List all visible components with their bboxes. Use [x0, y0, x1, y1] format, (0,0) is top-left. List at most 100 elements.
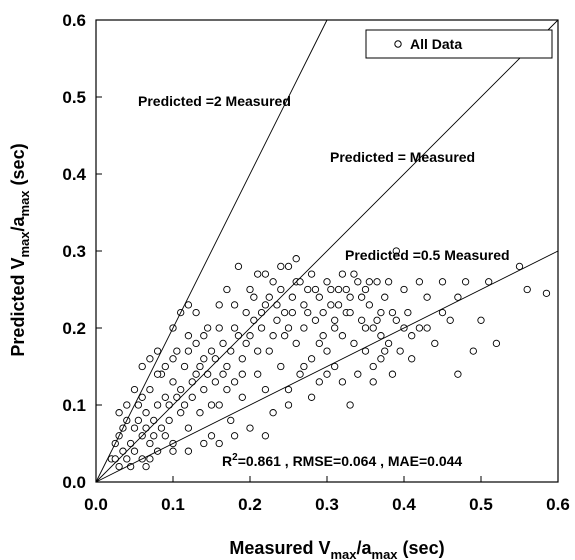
data-point: [211, 378, 220, 386]
data-point: [246, 285, 254, 294]
data-point: [138, 393, 146, 401]
data-point: [431, 339, 439, 348]
data-point: [211, 355, 220, 363]
data-point: [277, 362, 285, 371]
data-point: [130, 424, 139, 432]
data-point: [361, 347, 370, 355]
data-point: [184, 301, 193, 309]
y-tick-label: 0.2: [62, 319, 86, 338]
data-point: [142, 462, 150, 471]
data-point: [284, 324, 293, 332]
data-point: [146, 455, 154, 463]
data-point: [307, 393, 316, 401]
data-point: [338, 378, 347, 386]
data-point: [134, 401, 143, 409]
data-point: [234, 332, 243, 340]
data-point: [150, 416, 158, 425]
data-point: [454, 370, 462, 378]
data-point: [307, 270, 316, 278]
data-point: [327, 301, 335, 309]
data-point: [273, 316, 281, 324]
data-point: [192, 308, 200, 317]
data-point: [142, 409, 150, 417]
data-point: [300, 301, 308, 309]
data-points: [107, 247, 551, 471]
data-point: [469, 347, 477, 355]
data-point: [238, 355, 246, 363]
reference-line-2: [95, 250, 559, 483]
data-point: [408, 355, 416, 363]
data-point: [207, 347, 216, 355]
data-point: [130, 447, 139, 455]
data-point: [350, 270, 358, 278]
data-point: [177, 385, 185, 394]
data-point: [485, 278, 493, 286]
data-point: [280, 332, 289, 340]
x-tick-label: 0.5: [469, 495, 493, 514]
data-point: [227, 347, 235, 355]
data-point: [169, 378, 177, 386]
data-point: [254, 347, 262, 355]
data-point: [261, 432, 270, 440]
data-point: [234, 262, 243, 271]
data-point: [304, 285, 312, 294]
ref-label-half: Predicted =0.5 Measured: [345, 247, 510, 263]
data-point: [342, 285, 350, 294]
data-point: [146, 355, 154, 363]
data-point: [223, 385, 231, 394]
data-point: [215, 439, 223, 448]
x-axis-title: Measured Vmax/amax (sec): [229, 538, 444, 560]
data-point: [130, 385, 139, 394]
data-point: [215, 401, 223, 409]
data-point: [331, 324, 339, 332]
x-tick-label: 0.6: [546, 495, 570, 514]
data-point: [111, 455, 119, 463]
data-point: [361, 324, 370, 332]
data-point: [423, 324, 431, 332]
data-point: [238, 393, 246, 401]
data-point: [377, 355, 385, 363]
data-point: [288, 293, 296, 301]
ref-label-2x: Predicted =2 Measured: [138, 93, 291, 109]
data-point: [269, 332, 277, 340]
data-point: [200, 355, 208, 363]
data-point: [292, 255, 300, 263]
data-point: [357, 316, 366, 324]
data-point: [115, 409, 123, 417]
data-point: [311, 285, 320, 294]
data-point: [200, 385, 208, 394]
data-point: [142, 424, 150, 432]
data-point: [346, 401, 354, 409]
data-point: [404, 308, 412, 317]
x-tick-label: 0.3: [315, 495, 339, 514]
data-point: [315, 378, 323, 386]
data-point: [161, 393, 169, 401]
data-point: [454, 293, 462, 301]
data-point: [284, 262, 293, 271]
ref-label-1x: Predicted = Measured: [330, 149, 475, 165]
data-point: [408, 332, 416, 340]
data-point: [296, 370, 304, 378]
data-point: [323, 370, 331, 378]
data-point: [400, 285, 408, 294]
data-point: [153, 401, 162, 409]
data-point: [381, 347, 389, 355]
x-tick-label: 0.0: [84, 495, 108, 514]
data-point: [392, 247, 400, 255]
reference-lines: [95, 19, 559, 483]
data-point: [396, 347, 404, 355]
x-tick-label: 0.4: [392, 495, 416, 514]
data-point: [346, 293, 354, 301]
data-point: [373, 278, 381, 286]
data-point: [311, 316, 320, 324]
data-point: [415, 324, 424, 332]
data-point: [134, 416, 143, 425]
data-point: [173, 393, 181, 401]
data-point: [354, 278, 362, 286]
data-point: [284, 385, 293, 394]
data-point: [277, 262, 285, 271]
data-point: [300, 324, 308, 332]
y-axis-title: Predicted Vmax/amax (sec): [8, 143, 32, 356]
data-point: [223, 362, 231, 371]
